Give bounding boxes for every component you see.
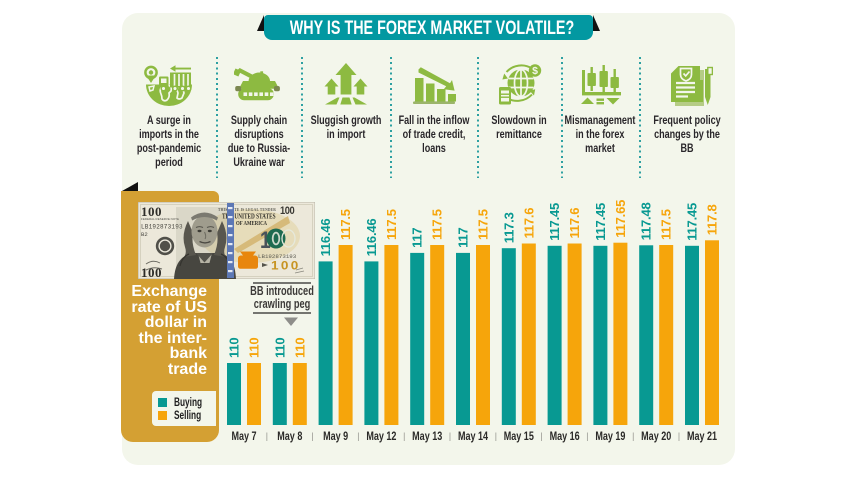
svg-text:116.46: 116.46 — [364, 219, 379, 257]
svg-text:$: $ — [532, 65, 538, 77]
svg-text:117.5: 117.5 — [659, 209, 674, 240]
svg-text:May 7: May 7 — [231, 430, 256, 444]
svg-text:117.8: 117.8 — [705, 204, 720, 235]
svg-text:117.48: 117.48 — [639, 202, 654, 240]
svg-text:|: | — [586, 431, 588, 442]
svg-text:FEDERAL RESERVE NOTE: FEDERAL RESERVE NOTE — [141, 217, 179, 221]
svg-text:B2: B2 — [141, 231, 148, 238]
svg-text:May 13: May 13 — [412, 430, 442, 444]
svg-text:May 12: May 12 — [366, 430, 396, 444]
svg-text:|: | — [266, 431, 268, 442]
svg-text:|: | — [311, 431, 313, 442]
svg-text:1: 1 — [260, 226, 271, 254]
svg-text:May 21: May 21 — [687, 430, 717, 444]
svg-text:117.6: 117.6 — [521, 208, 536, 239]
svg-text:May 16: May 16 — [550, 430, 580, 444]
svg-text:May 15: May 15 — [504, 430, 534, 444]
svg-text:|: | — [540, 431, 542, 442]
svg-text:THE UNITED STATES: THE UNITED STATES — [222, 213, 276, 221]
svg-text:117.5: 117.5 — [476, 209, 491, 240]
svg-text:May 20: May 20 — [641, 430, 671, 444]
svg-text:May 14: May 14 — [458, 430, 488, 444]
svg-text:|: | — [495, 431, 497, 442]
svg-text:116.46: 116.46 — [318, 219, 333, 257]
svg-text:|: | — [449, 431, 451, 442]
svg-text:100: 100 — [141, 265, 162, 279]
svg-text:117.45: 117.45 — [547, 203, 562, 241]
svg-text:May 8: May 8 — [277, 430, 302, 444]
svg-text:117: 117 — [410, 228, 425, 248]
svg-text:LB192873193: LB192873193 — [258, 253, 297, 260]
svg-text:110: 110 — [292, 338, 307, 358]
svg-text:110: 110 — [247, 338, 262, 358]
svg-text:110: 110 — [272, 338, 287, 358]
svg-text:117.3: 117.3 — [501, 212, 516, 243]
svg-text:crawling peg: crawling peg — [254, 298, 310, 312]
svg-text:117.45: 117.45 — [685, 203, 700, 241]
svg-text:117.5: 117.5 — [430, 209, 445, 240]
svg-text:OF AMERICA: OF AMERICA — [236, 221, 267, 228]
svg-text:117.5: 117.5 — [384, 209, 399, 240]
svg-text:|: | — [403, 431, 405, 442]
svg-text:110: 110 — [227, 338, 242, 358]
svg-text:117.6: 117.6 — [567, 208, 582, 239]
svg-text:100: 100 — [280, 205, 295, 217]
svg-text:|: | — [357, 431, 359, 442]
svg-text:117.65: 117.65 — [613, 200, 628, 238]
svg-text:THIS NOTE IS LEGAL TENDER: THIS NOTE IS LEGAL TENDER — [218, 208, 276, 212]
svg-text:|: | — [632, 431, 634, 442]
svg-text:BB introduced: BB introduced — [250, 285, 314, 299]
svg-text:100: 100 — [271, 259, 301, 272]
svg-text:117: 117 — [456, 228, 471, 248]
svg-text:117.45: 117.45 — [593, 203, 608, 241]
svg-text:LB192873193: LB192873193 — [141, 224, 183, 231]
svg-text:100: 100 — [141, 204, 162, 219]
svg-text:|: | — [678, 431, 680, 442]
svg-text:May 19: May 19 — [595, 430, 625, 444]
svg-text:117.5: 117.5 — [338, 209, 353, 240]
svg-text:May 9: May 9 — [323, 430, 348, 444]
